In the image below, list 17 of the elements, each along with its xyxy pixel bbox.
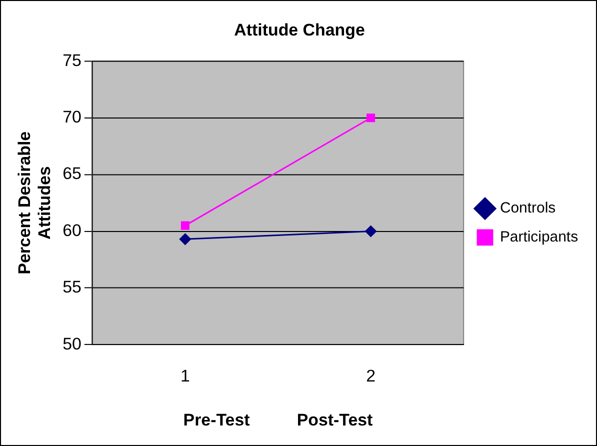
y-tick-label: 60 xyxy=(62,220,82,240)
chart-title: Attitude Change xyxy=(234,20,365,40)
point xyxy=(179,233,191,245)
point xyxy=(366,114,376,122)
point xyxy=(180,221,190,230)
x-axis-title: Pre-Test Post-Test xyxy=(183,410,374,430)
legend-label: Participants xyxy=(500,228,578,246)
y-axis-title: Percent Desirable Attitudes xyxy=(14,131,54,274)
x-tick-label: 1 xyxy=(180,366,190,386)
y-tick-label: 55 xyxy=(62,278,82,297)
point xyxy=(365,226,377,237)
y-tick-label: 65 xyxy=(62,164,82,184)
x-tick-label: 2 xyxy=(366,366,376,386)
y-tick-label: 50 xyxy=(62,334,82,354)
y-tick-label: 70 xyxy=(62,108,82,126)
legend-label: Controls xyxy=(500,200,556,217)
y-tick-label: 75 xyxy=(62,50,82,70)
